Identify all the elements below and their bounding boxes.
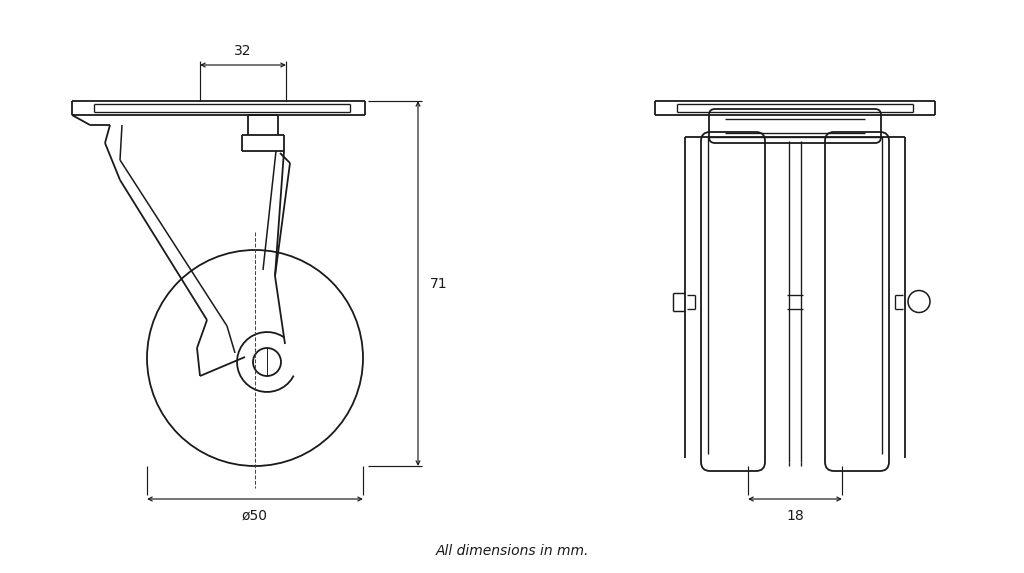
Text: 71: 71 [430,277,447,291]
Text: All dimensions in mm.: All dimensions in mm. [435,544,589,558]
Text: 32: 32 [234,44,252,58]
Text: 18: 18 [786,509,804,523]
Text: ø50: ø50 [242,509,268,523]
